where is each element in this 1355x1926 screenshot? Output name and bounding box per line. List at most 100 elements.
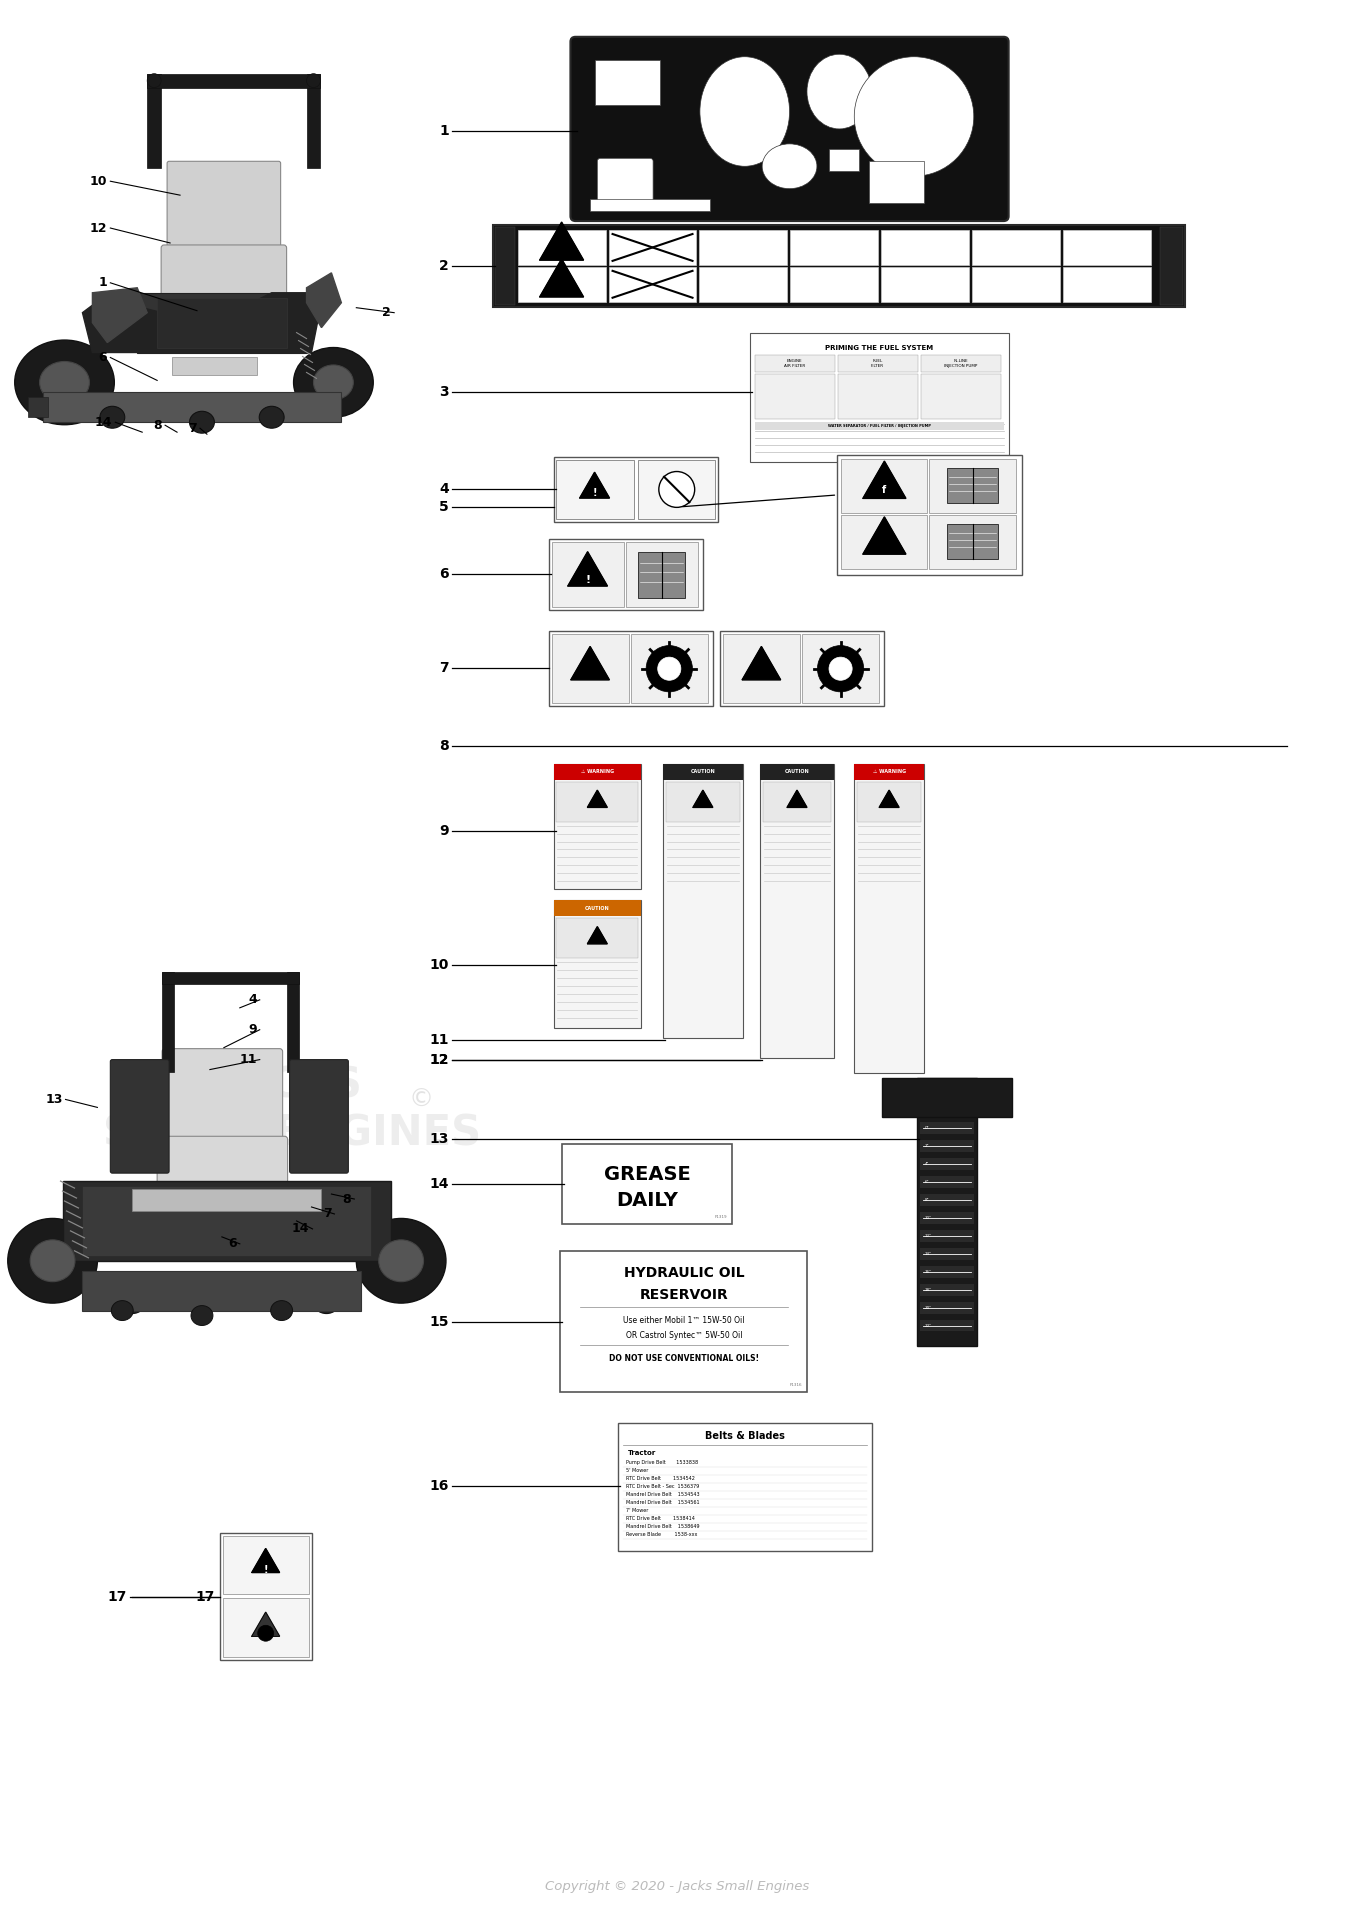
- Text: 7: 7: [188, 422, 196, 435]
- Bar: [920, 1211, 974, 1223]
- Text: F1319: F1319: [714, 1215, 726, 1219]
- Bar: [837, 374, 917, 420]
- Bar: [917, 1077, 977, 1346]
- Bar: [27, 397, 47, 418]
- Text: 12: 12: [430, 1054, 449, 1067]
- Bar: [220, 1533, 312, 1660]
- Bar: [630, 634, 707, 703]
- Bar: [882, 1077, 1012, 1117]
- Circle shape: [257, 1626, 274, 1641]
- Bar: [930, 514, 1016, 568]
- Text: 7: 7: [322, 1208, 332, 1221]
- Bar: [920, 374, 1001, 420]
- Ellipse shape: [100, 406, 125, 428]
- Bar: [920, 1123, 974, 1134]
- Bar: [553, 899, 641, 917]
- Ellipse shape: [271, 1300, 293, 1321]
- Bar: [920, 1177, 974, 1188]
- Text: ⚠ WARNING: ⚠ WARNING: [581, 768, 614, 774]
- Bar: [720, 632, 885, 707]
- Text: 16": 16": [925, 1269, 932, 1273]
- Bar: [947, 468, 999, 503]
- Text: 11: 11: [240, 1054, 256, 1067]
- Text: IN-LINE
INJECTION PUMP: IN-LINE INJECTION PUMP: [944, 358, 977, 368]
- Text: RTC Drive Belt        1534542: RTC Drive Belt 1534542: [626, 1477, 695, 1481]
- Bar: [699, 268, 787, 302]
- Text: HYDRAULIC OIL: HYDRAULIC OIL: [623, 1265, 744, 1279]
- Bar: [595, 60, 660, 104]
- Bar: [920, 1285, 974, 1296]
- Bar: [802, 634, 879, 703]
- Bar: [518, 268, 606, 302]
- Text: 10": 10": [925, 1215, 932, 1219]
- Bar: [920, 1158, 974, 1171]
- Text: 14: 14: [430, 1177, 449, 1190]
- Text: Mandrel Drive Belt    1534543: Mandrel Drive Belt 1534543: [626, 1493, 699, 1497]
- Bar: [869, 162, 924, 202]
- Bar: [881, 268, 969, 302]
- Bar: [551, 634, 629, 703]
- Bar: [699, 229, 787, 266]
- Ellipse shape: [313, 364, 354, 401]
- FancyBboxPatch shape: [167, 162, 280, 250]
- Bar: [557, 460, 634, 518]
- Text: 17: 17: [108, 1591, 127, 1604]
- Polygon shape: [306, 273, 341, 327]
- Circle shape: [829, 657, 852, 680]
- Text: 2: 2: [439, 258, 449, 273]
- Bar: [553, 765, 641, 890]
- Polygon shape: [863, 516, 906, 555]
- Text: CAUTION: CAUTION: [785, 768, 809, 774]
- Text: F1316: F1316: [790, 1383, 802, 1387]
- Text: 11: 11: [430, 1032, 449, 1046]
- Bar: [1064, 229, 1150, 266]
- Bar: [163, 973, 298, 984]
- Bar: [760, 765, 835, 780]
- Bar: [638, 551, 686, 597]
- Bar: [930, 458, 1016, 512]
- Bar: [790, 268, 878, 302]
- Bar: [947, 524, 999, 559]
- Circle shape: [646, 645, 692, 691]
- Text: 14: 14: [95, 416, 112, 429]
- Bar: [562, 1144, 732, 1223]
- Bar: [157, 299, 287, 347]
- Polygon shape: [568, 551, 607, 586]
- Polygon shape: [83, 293, 321, 352]
- Text: OR Castrol Syntec™ 5W-50 Oil: OR Castrol Syntec™ 5W-50 Oil: [626, 1331, 743, 1340]
- Bar: [591, 198, 710, 212]
- Bar: [920, 1140, 974, 1152]
- Text: 4": 4": [925, 1161, 930, 1165]
- Text: ENGINE
AIR FILTER: ENGINE AIR FILTER: [785, 358, 805, 368]
- Text: 3: 3: [439, 385, 449, 399]
- Bar: [858, 782, 921, 822]
- Text: 7: 7: [439, 661, 449, 676]
- Circle shape: [659, 472, 695, 507]
- Bar: [755, 374, 835, 420]
- Bar: [755, 422, 1004, 429]
- Bar: [760, 765, 835, 1057]
- Text: 10: 10: [89, 175, 107, 187]
- Bar: [667, 782, 740, 822]
- Polygon shape: [587, 790, 607, 807]
- Text: GREASE: GREASE: [604, 1165, 691, 1184]
- Bar: [638, 460, 715, 518]
- Bar: [518, 229, 606, 266]
- Bar: [551, 541, 623, 607]
- Bar: [163, 973, 173, 1071]
- Text: 8": 8": [925, 1198, 930, 1202]
- Bar: [62, 1181, 392, 1262]
- FancyBboxPatch shape: [570, 37, 1008, 221]
- Text: 15: 15: [430, 1315, 449, 1329]
- Bar: [920, 354, 1001, 372]
- Text: 2": 2": [925, 1144, 930, 1148]
- Polygon shape: [580, 472, 610, 499]
- Text: RTC Drive Belt        1538414: RTC Drive Belt 1538414: [626, 1516, 695, 1522]
- Bar: [172, 358, 256, 376]
- Text: ⚠ WARNING: ⚠ WARNING: [873, 768, 905, 774]
- Text: Use either Mobil 1™ 15W-50 Oil: Use either Mobil 1™ 15W-50 Oil: [623, 1315, 745, 1325]
- Bar: [493, 225, 1184, 306]
- FancyBboxPatch shape: [110, 1059, 169, 1173]
- Bar: [137, 293, 306, 352]
- Text: WATER SEPARATOR / FUEL FILTER / INJECTION PUMP: WATER SEPARATOR / FUEL FILTER / INJECTIO…: [828, 424, 931, 428]
